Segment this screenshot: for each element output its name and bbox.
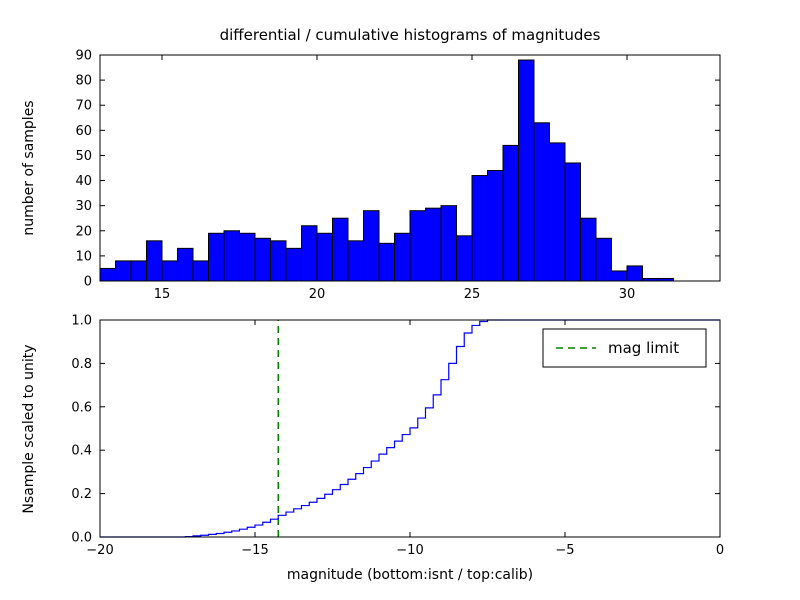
plot-frame xyxy=(99,54,721,282)
histogram-bar xyxy=(611,270,628,282)
cumulative-step-line xyxy=(100,319,720,538)
histogram-bar xyxy=(440,205,457,282)
histogram-bar xyxy=(425,207,442,282)
histogram-bars xyxy=(99,59,674,282)
histogram-bar xyxy=(456,235,473,282)
histogram-bar xyxy=(549,142,566,282)
y-tick-label: 30 xyxy=(75,199,92,214)
y-tick-label: 20 xyxy=(75,224,92,239)
x-tick-label: 30 xyxy=(619,287,636,302)
histogram-bar xyxy=(254,237,271,282)
histogram-bar xyxy=(471,175,488,282)
histogram-bar xyxy=(394,232,411,282)
y-tick-label: 0.6 xyxy=(71,400,92,415)
histogram-bar xyxy=(487,170,504,282)
bottom-y-axis-label: Nsample scaled to unity xyxy=(21,344,37,514)
histogram-bar xyxy=(177,247,194,282)
y-tick-label: 0.4 xyxy=(71,444,92,459)
histogram-bar xyxy=(161,260,178,282)
x-tick-label: −5 xyxy=(555,543,574,558)
histogram-bar xyxy=(332,217,349,282)
x-tick-label: 15 xyxy=(154,287,171,302)
x-tick-label: −15 xyxy=(241,543,268,558)
histogram-bar xyxy=(564,162,581,282)
x-tick-label: 0 xyxy=(716,543,724,558)
histogram-bar xyxy=(130,260,147,282)
y-tick-label: 0.0 xyxy=(71,531,92,546)
y-tick-label: 80 xyxy=(75,74,92,89)
histogram-bar xyxy=(223,230,240,282)
histogram-bar xyxy=(301,225,318,282)
legend-label: mag limit xyxy=(608,339,679,357)
y-tick-label: 1.0 xyxy=(71,314,92,329)
histogram-bar xyxy=(270,240,287,282)
x-tick-label: −20 xyxy=(86,543,113,558)
histogram-bar xyxy=(99,267,116,282)
histogram-bar xyxy=(595,237,612,282)
y-tick-label: 0 xyxy=(84,275,92,290)
y-tick-label: 90 xyxy=(75,49,92,64)
y-tick-label: 40 xyxy=(75,174,92,189)
x-tick-label: 20 xyxy=(309,287,326,302)
histogram-bar xyxy=(316,232,333,282)
bottom-cumulative-plot: −20 −15 −10 −5 0 0.0 0.2 0.4 0.6 0.8 1.0 mag limit xyxy=(71,314,724,559)
histogram-bar xyxy=(285,247,302,282)
y-tick-label: 0.8 xyxy=(71,357,92,372)
y-tick-label: 70 xyxy=(75,99,92,114)
plot-frame xyxy=(99,319,721,538)
y-tick-label: 0.2 xyxy=(71,487,92,502)
histogram-bar xyxy=(409,210,426,282)
x-axis-label: magnitude (bottom:isnt / top:calib) xyxy=(286,567,534,583)
histogram-bar xyxy=(347,240,364,282)
histogram-bar xyxy=(626,265,643,282)
x-tick-label: 25 xyxy=(464,287,481,302)
histogram-bar xyxy=(363,210,380,282)
histogram-bar xyxy=(146,240,163,282)
histogram-bar xyxy=(502,144,519,282)
plot-title: differential / cumulative histograms of … xyxy=(219,26,601,44)
y-tick-label: 60 xyxy=(75,124,92,139)
histogram-bar xyxy=(115,260,132,282)
y-tick-label: 10 xyxy=(75,249,92,264)
top-histogram-plot: 15 20 25 30 0 10 20 30 40 50 60 70 80 90 xyxy=(75,49,721,302)
histogram-bar xyxy=(208,232,225,282)
histogram-bar xyxy=(378,242,395,282)
x-tick-label: −10 xyxy=(396,543,423,558)
histogram-bar xyxy=(533,122,550,282)
top-y-axis-label: number of samples xyxy=(21,100,37,236)
y-tick-label: 50 xyxy=(75,149,92,164)
histogram-bar xyxy=(192,260,209,282)
legend: mag limit xyxy=(542,328,707,368)
histogram-bar xyxy=(518,59,535,282)
histogram-bar xyxy=(580,217,597,282)
histogram-bar xyxy=(239,232,256,282)
